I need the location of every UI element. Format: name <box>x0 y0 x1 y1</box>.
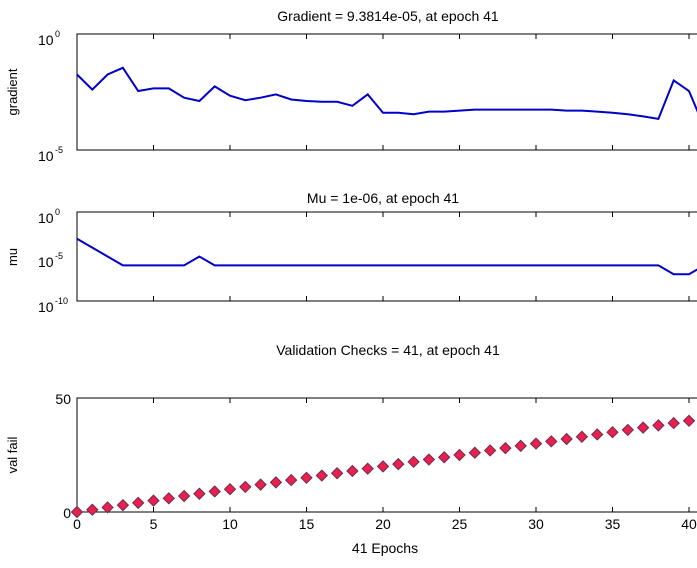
diamond-marker <box>300 471 313 485</box>
diamond-marker <box>682 414 696 428</box>
mu-ytick-mid: 10 -5 <box>38 251 63 270</box>
diamond-marker <box>147 494 160 507</box>
gradient-ytick-top: 10 0 <box>38 29 60 48</box>
mu-ytick-top: 10 0 <box>38 207 60 226</box>
mu-tick-marks <box>76 212 690 301</box>
diamond-marker <box>621 423 635 437</box>
diamond-marker <box>162 492 176 505</box>
diamond-marker <box>514 439 527 453</box>
diamond-marker <box>590 428 604 441</box>
mu-ytick-top-base: 10 <box>38 210 54 226</box>
mu-series <box>76 237 697 276</box>
diamond-marker <box>239 480 252 494</box>
diamond-marker <box>575 430 589 443</box>
xtick-label: 20 <box>375 516 391 532</box>
xtick-label: 0 <box>73 516 81 532</box>
diamond-marker <box>560 432 573 446</box>
diamond-marker <box>346 464 359 478</box>
diamond-marker <box>101 501 114 514</box>
diamond-marker <box>437 451 451 464</box>
mu-ytick-mid-base: 10 <box>38 254 54 270</box>
diamond-marker <box>86 503 99 516</box>
mu-ytick-top-exp: 0 <box>55 207 60 217</box>
diamond-marker <box>453 448 466 462</box>
xtick-label: 40 <box>681 516 697 532</box>
diamond-marker <box>652 419 665 432</box>
diamond-marker <box>131 496 145 510</box>
gradient-ytick-top-base: 10 <box>38 32 54 48</box>
valfail-title: Validation Checks = 41, at epoch 41 <box>276 342 500 358</box>
series-line <box>76 237 697 276</box>
xtick-label: 30 <box>528 516 544 532</box>
diamond-marker <box>284 473 298 487</box>
diamond-marker <box>545 435 558 448</box>
diamond-marker <box>269 476 283 489</box>
xtick-label: 25 <box>452 516 468 532</box>
diamond-marker <box>70 505 84 519</box>
mu-ytick-bottom-base: 10 <box>38 299 54 315</box>
mu-title: Mu = 1e-06, at epoch 41 <box>307 190 459 206</box>
diamond-marker <box>315 469 329 482</box>
diamond-marker <box>208 485 221 498</box>
diamond-marker <box>193 487 206 500</box>
valfail-ylabel: val fail <box>5 436 20 473</box>
diamond-marker <box>361 462 374 475</box>
gradient-ytick-top-exp: 0 <box>55 29 60 39</box>
gradient-title: Gradient = 9.3814e-05, at epoch 41 <box>277 8 499 24</box>
diamond-marker <box>407 455 420 469</box>
mu-axes-box <box>76 211 697 302</box>
xtick-label: 10 <box>222 516 238 532</box>
valfail-xlabel: 41 Epochs <box>352 540 418 556</box>
valfail-tick-marks <box>76 398 690 512</box>
diamond-marker <box>606 425 619 439</box>
diamond-marker <box>223 482 237 496</box>
gradient-series <box>76 66 697 121</box>
valfail-series <box>70 414 696 519</box>
valfail-ytick-0: 0 <box>63 505 71 521</box>
diamond-marker <box>468 446 482 459</box>
series-line <box>76 66 697 121</box>
diamond-marker <box>177 489 191 503</box>
valfail-panel: Validation Checks = 41, at epoch 41 val … <box>5 342 697 556</box>
diamond-marker <box>392 457 405 471</box>
gradient-ytick-bottom: 10 -5 <box>38 145 63 164</box>
gradient-ytick-bottom-exp: -5 <box>55 145 63 155</box>
xtick-label: 35 <box>605 516 621 532</box>
gradient-tick-marks <box>76 34 690 150</box>
valfail-xtick-labels: 0 5 10 15 20 25 30 35 40 <box>73 516 697 532</box>
mu-ytick-mid-exp: -5 <box>55 251 63 261</box>
gradient-ylabel: gradient <box>5 68 20 115</box>
diamond-marker <box>254 478 267 491</box>
diamond-marker <box>116 498 130 512</box>
xtick-label: 5 <box>150 516 158 532</box>
mu-ytick-bottom: 10 -10 <box>38 296 68 315</box>
gradient-panel: Gradient = 9.3814e-05, at epoch 41 gradi… <box>5 8 697 164</box>
diamond-marker <box>376 460 390 473</box>
xtick-label: 15 <box>299 516 315 532</box>
mu-panel: Mu = 1e-06, at epoch 41 mu 10 0 10 -5 10… <box>5 190 697 315</box>
gradient-axes-box <box>76 33 697 151</box>
diamond-marker <box>422 453 436 466</box>
valfail-axes-box <box>76 397 697 513</box>
diamond-marker <box>499 441 512 455</box>
diamond-marker <box>529 437 543 450</box>
valfail-ytick-50: 50 <box>55 391 71 407</box>
diamond-marker <box>636 421 650 434</box>
diamond-marker <box>330 467 344 480</box>
diamond-marker <box>667 416 680 430</box>
mu-ylabel: mu <box>5 248 20 266</box>
mu-ytick-bottom-exp: -10 <box>55 296 68 306</box>
gradient-ytick-bottom-base: 10 <box>38 148 54 164</box>
diamond-marker <box>483 444 497 457</box>
